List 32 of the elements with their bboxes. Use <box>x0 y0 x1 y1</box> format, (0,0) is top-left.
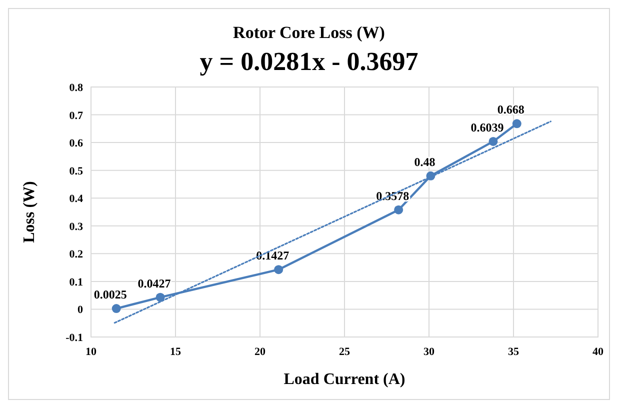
data-label: 0.0025 <box>94 288 127 302</box>
chart-subtitle: y = 0.0281x - 0.3697 <box>200 47 418 76</box>
data-label: 0.6039 <box>470 120 504 134</box>
y-tick-label: 0.2 <box>69 248 84 261</box>
point <box>274 265 284 274</box>
x-tick-label: 30 <box>424 346 435 358</box>
y-tick-label: 0.4 <box>69 193 84 206</box>
point <box>512 119 522 128</box>
data-label: 0.48 <box>414 154 436 169</box>
x-tick-label: 15 <box>170 346 182 358</box>
x-tick-label: 20 <box>254 346 266 358</box>
y-tick-label: 0.5 <box>69 165 84 178</box>
y-tick-label: 0.1 <box>69 276 83 288</box>
y-tick-label: -0.1 <box>66 332 83 344</box>
point <box>112 304 121 314</box>
x-tick-label: 35 <box>508 346 520 358</box>
x-tick-label: 40 <box>592 346 604 358</box>
y-tick-label: 0.3 <box>69 220 84 233</box>
y-tick-label: 0 <box>78 304 84 316</box>
data-label: 0.668 <box>497 102 524 117</box>
x-tick-label: 25 <box>339 346 350 358</box>
y-tick-label: 0.6 <box>69 138 84 150</box>
y-tick-label: 0.7 <box>69 110 84 122</box>
y-tick-label: 0.8 <box>69 82 84 94</box>
data-label: 0.0427 <box>138 276 171 290</box>
point <box>156 292 165 302</box>
x-axis-title: Load Current (A) <box>284 371 406 388</box>
point <box>488 136 498 146</box>
x-tick-label: 10 <box>86 346 97 358</box>
y-axis-title: Loss (W) <box>21 181 38 243</box>
point <box>394 205 404 214</box>
chart-title: Rotor Core Loss (W) <box>233 23 385 42</box>
